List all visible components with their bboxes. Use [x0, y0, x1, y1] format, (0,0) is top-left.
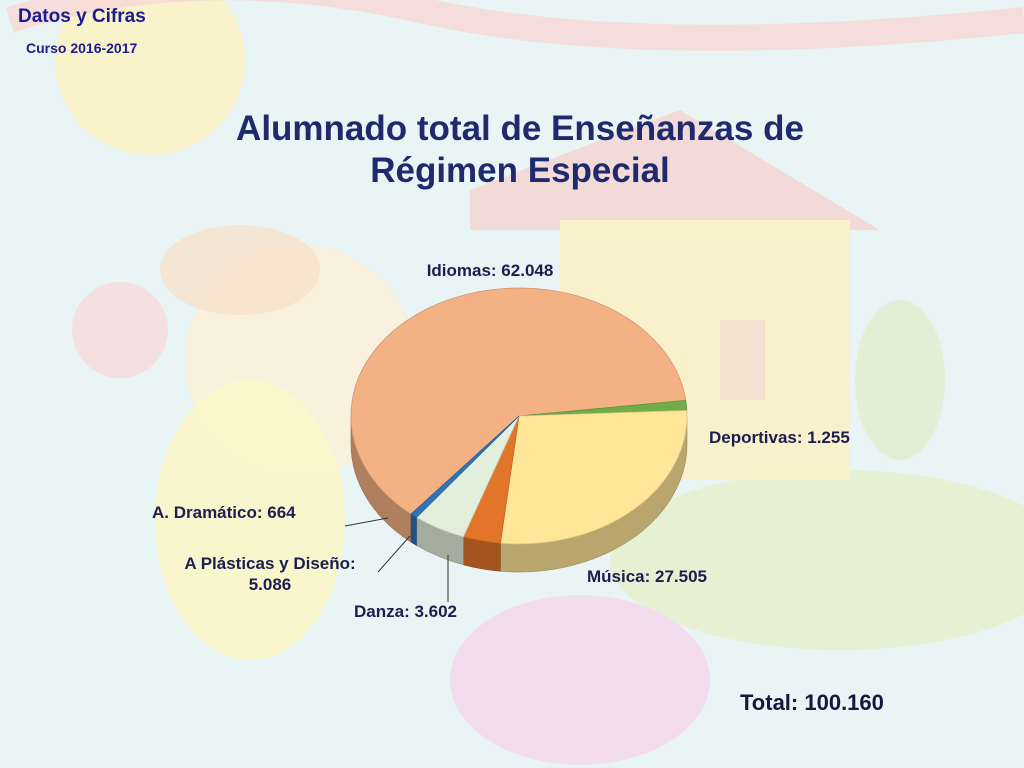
pie-side-a-dramatico — [410, 513, 417, 546]
pie-slice-musica — [499, 410, 688, 545]
pie-side-walls — [350, 415, 688, 573]
pie-top-faces — [350, 287, 688, 545]
chart-title-line-1: Alumnado total de Enseñanzas de — [236, 109, 804, 148]
pie-slice-idiomas — [350, 287, 687, 515]
data-label-musica: Música: 27.505 — [587, 567, 707, 586]
header-title: Datos y Cifras — [18, 6, 146, 27]
data-label-a-dramatico: A. Dramático: 664 — [152, 503, 296, 522]
data-label-deportivas: Deportivas: 1.255 — [709, 428, 850, 447]
data-label-a-plasticas-y-diseno: A Plásticas y Diseño: 5.086 — [184, 554, 355, 594]
header-subtitle: Curso 2016-2017 — [26, 40, 138, 56]
data-label-danza: Danza: 3.602 — [354, 602, 457, 621]
pie-slice-a-dramatico — [410, 415, 520, 518]
total-label: Total: 100.160 — [740, 690, 884, 715]
chart-title-line-2: Régimen Especial — [370, 151, 670, 190]
data-label-idiomas: Idiomas: 62.048 — [427, 261, 554, 280]
chart-title: Alumnado total de Enseñanzas de Régimen … — [150, 108, 890, 192]
leader-line-a-dramatico — [344, 517, 389, 527]
leader-line-a-plasticas-y-diseno — [377, 535, 411, 573]
